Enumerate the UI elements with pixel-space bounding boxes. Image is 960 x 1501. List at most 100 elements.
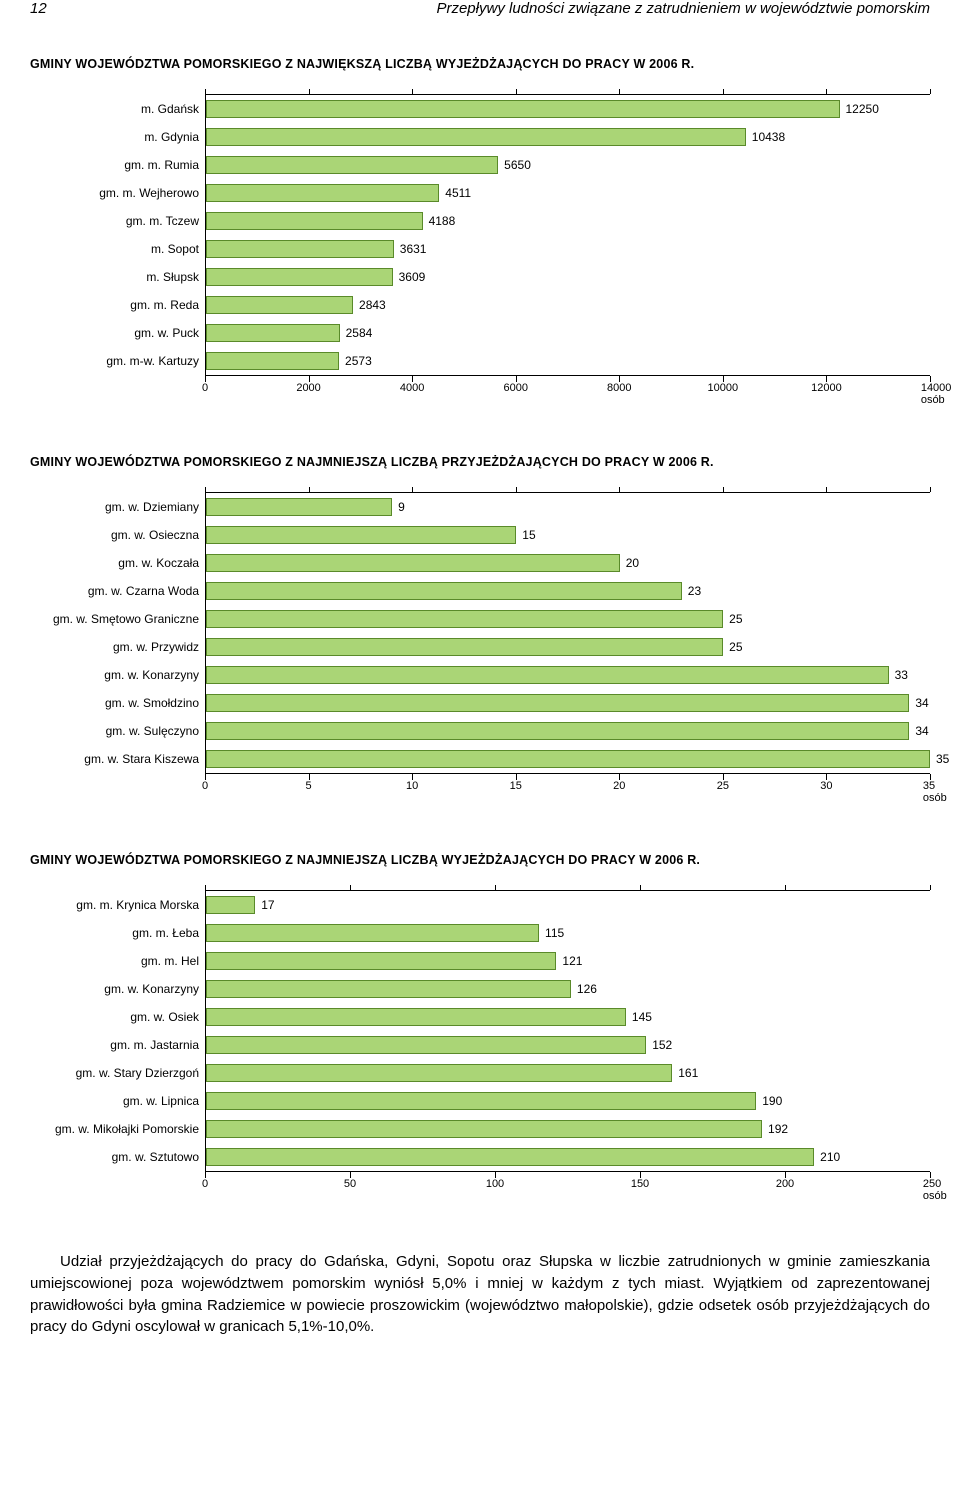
bar-row: m. Sopot 3631 — [30, 235, 930, 263]
bar — [206, 896, 255, 914]
tick-label: 150 — [631, 1178, 649, 1190]
bar-value: 25 — [729, 640, 742, 654]
bar-value: 23 — [688, 584, 701, 598]
tick-label: 0 — [202, 780, 208, 792]
bar-value: 20 — [626, 556, 639, 570]
tick-label: 2000 — [296, 382, 320, 394]
category-label: m. Gdańsk — [30, 95, 205, 123]
bar-value: 35 — [936, 752, 949, 766]
bar — [206, 324, 340, 342]
bar — [206, 128, 746, 146]
bar-row: gm. w. Stara Kiszewa35 — [30, 745, 930, 773]
bar — [206, 666, 889, 684]
category-label: gm. m. Rumia — [30, 151, 205, 179]
bar-row: gm. w. Smołdzino34 — [30, 689, 930, 717]
bar-value: 4188 — [429, 214, 456, 228]
category-label: m. Sopot — [30, 235, 205, 263]
bar-value: 192 — [768, 1122, 788, 1136]
x-axis: 02000400060008000100001200014000 osób — [205, 375, 930, 395]
tick-label: 10000 — [708, 382, 739, 394]
category-label: gm. w. Konarzyny — [30, 661, 205, 689]
chart-title: GMINY WOJEWÓDZTWA POMORSKIEGO Z NAJMNIEJ… — [30, 455, 930, 469]
bar-value: 190 — [762, 1094, 782, 1108]
bar-row: gm. m-w. Kartuzy 2573 — [30, 347, 930, 375]
bar — [206, 1148, 814, 1166]
bar — [206, 924, 539, 942]
category-label: gm. w. Przywidz — [30, 633, 205, 661]
bar — [206, 212, 423, 230]
bar — [206, 156, 498, 174]
tick-label: 8000 — [607, 382, 631, 394]
page-title: Przepływy ludności związane z zatrudnien… — [436, 0, 930, 17]
category-label: gm. m. Hel — [30, 947, 205, 975]
category-label: gm. w. Smołdzino — [30, 689, 205, 717]
bar-value: 121 — [562, 954, 582, 968]
bar-value: 152 — [652, 1038, 672, 1052]
bar-row: m. Gdańsk 12250 — [30, 95, 930, 123]
bar — [206, 498, 392, 516]
bar-value: 25 — [729, 612, 742, 626]
tick-label: 15 — [510, 780, 522, 792]
bar — [206, 722, 909, 740]
bar — [206, 638, 723, 656]
bar — [206, 694, 909, 712]
bar-row: gm. w. Koczała 20 — [30, 549, 930, 577]
bar-value: 3609 — [399, 270, 426, 284]
x-axis: 05101520253035 osób — [205, 773, 930, 793]
bar-row: gm. w. Lipnica 190 — [30, 1087, 930, 1115]
bar-row: gm. m. Hel 121 — [30, 947, 930, 975]
bar-row: gm. m. Łeba115 — [30, 919, 930, 947]
page-header: 12 Przepływy ludności związane z zatrudn… — [30, 0, 930, 17]
bar — [206, 240, 394, 258]
bar-value: 161 — [678, 1066, 698, 1080]
tick-label: 4000 — [400, 382, 424, 394]
body-paragraph: Udział przyjeżdżających do pracy do Gdań… — [30, 1251, 930, 1338]
category-label: gm. m-w. Kartuzy — [30, 347, 205, 375]
bar — [206, 1036, 646, 1054]
tick-label: 50 — [344, 1178, 356, 1190]
bar-row: gm. m. Reda2843 — [30, 291, 930, 319]
bar-row: gm. m. Jastarnia152 — [30, 1031, 930, 1059]
bar-value: 3631 — [400, 242, 427, 256]
bar-value: 15 — [522, 528, 535, 542]
bar-row: m. Słupsk 3609 — [30, 263, 930, 291]
tick-label: 0 — [202, 382, 208, 394]
bar-row: gm. w. Mikołajki Pomorskie192 — [30, 1115, 930, 1143]
category-label: gm. w. Puck — [30, 319, 205, 347]
category-label: gm. w. Sztutowo — [30, 1143, 205, 1171]
bar-value: 2843 — [359, 298, 386, 312]
tick-label: 250 osób — [923, 1178, 947, 1202]
category-label: gm. w. Lipnica — [30, 1087, 205, 1115]
tick-label: 20 — [613, 780, 625, 792]
category-label: m. Słupsk — [30, 263, 205, 291]
bar — [206, 1092, 756, 1110]
bar — [206, 100, 840, 118]
bar — [206, 184, 439, 202]
bar-row: gm. w. Sulęczyno34 — [30, 717, 930, 745]
category-label: gm. w. Koczała — [30, 549, 205, 577]
category-label: gm. m. Łeba — [30, 919, 205, 947]
bar — [206, 296, 353, 314]
category-label: gm. w. Osieczna — [30, 521, 205, 549]
category-label: gm. w. Osiek — [30, 1003, 205, 1031]
category-label: gm. m. Tczew — [30, 207, 205, 235]
category-label: gm. w. Smętowo Graniczne — [30, 605, 205, 633]
tick-label: 12000 — [811, 382, 842, 394]
category-label: gm. w. Czarna Woda — [30, 577, 205, 605]
bar-value: 2573 — [345, 354, 372, 368]
bar — [206, 1064, 672, 1082]
category-label: gm. w. Stary Dzierzgoń — [30, 1059, 205, 1087]
bar — [206, 952, 556, 970]
bar-value: 9 — [398, 500, 405, 514]
bar-row: gm. w. Osiek 145 — [30, 1003, 930, 1031]
bar — [206, 554, 620, 572]
bar-value: 34 — [915, 724, 928, 738]
bar-value: 12250 — [846, 102, 879, 116]
category-label: gm. m. Wejherowo — [30, 179, 205, 207]
bar-value: 2584 — [346, 326, 373, 340]
bar-value: 5650 — [504, 158, 531, 172]
bar — [206, 610, 723, 628]
bar-value: 145 — [632, 1010, 652, 1024]
bar-value: 33 — [895, 668, 908, 682]
bar-value: 4511 — [445, 186, 471, 200]
